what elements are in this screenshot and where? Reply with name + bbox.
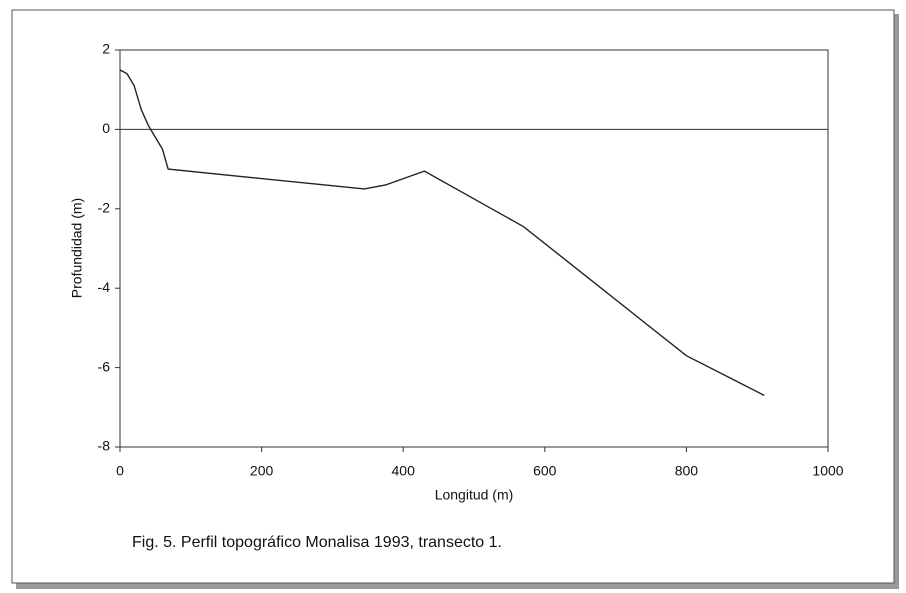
x-tick-label: 0 <box>116 463 124 479</box>
y-tick-label: 0 <box>102 120 110 136</box>
y-tick-label: -4 <box>98 279 111 295</box>
y-axis-label: Profundidad (m) <box>69 198 85 298</box>
y-tick-label: -6 <box>98 358 111 374</box>
frame-shadow <box>16 583 898 589</box>
x-axis-label: Longitud (m) <box>435 487 514 503</box>
y-tick-label: -8 <box>98 438 111 454</box>
x-tick-label: 600 <box>533 463 557 479</box>
caption: Fig. 5. Perfil topográfico Monalisa 1993… <box>132 534 502 551</box>
data-line <box>119 69 765 397</box>
plot-area <box>119 49 829 448</box>
frame <box>11 9 895 584</box>
x-tick-label: 1000 <box>812 463 843 479</box>
y-tick-label: 2 <box>102 41 110 57</box>
y-tick-label: -2 <box>98 200 111 216</box>
x-tick-label: 200 <box>250 463 274 479</box>
x-tick-label: 800 <box>675 463 699 479</box>
frame-shadow <box>893 14 899 589</box>
x-tick-label: 400 <box>392 463 416 479</box>
